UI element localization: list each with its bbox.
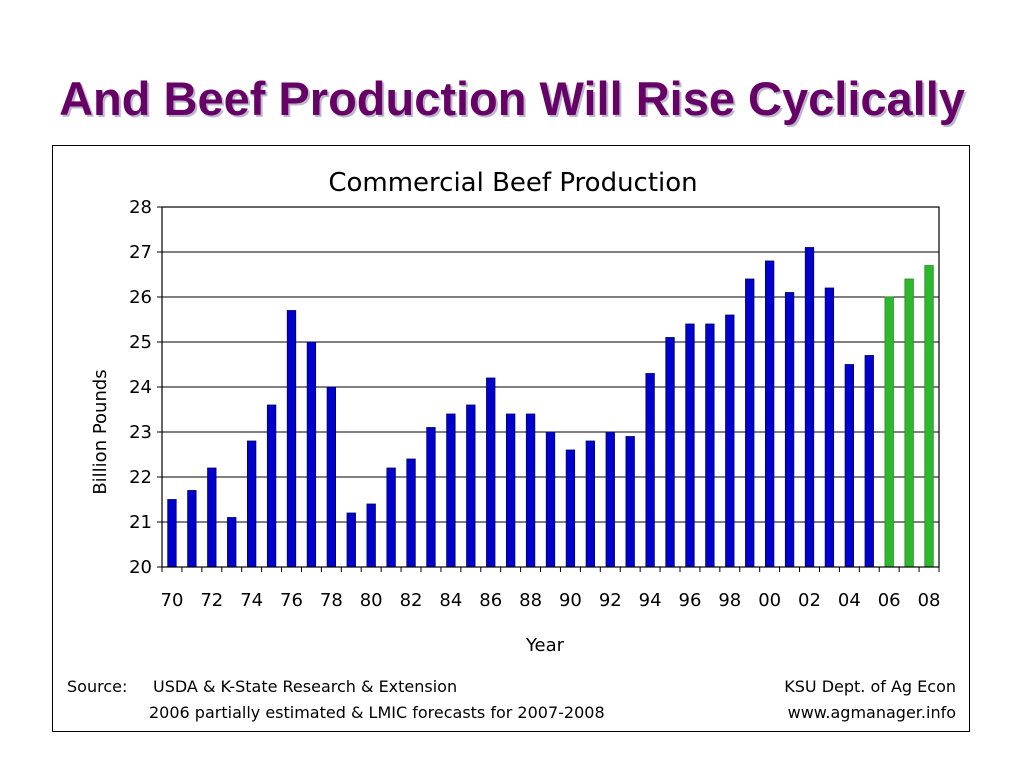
bar-89 (545, 431, 556, 568)
y-tick-label: 20 (129, 557, 152, 578)
y-axis-title: Billion Pounds (90, 369, 111, 494)
bar-82 (406, 458, 416, 568)
y-tick-label: 24 (129, 377, 152, 398)
bar-07 (904, 278, 914, 568)
bar-91 (585, 440, 595, 568)
bar-95 (665, 337, 675, 568)
bar-84 (446, 413, 456, 568)
x-tick-label: 90 (559, 590, 582, 611)
y-axis-ticks: 20 21 22 23 24 25 26 27 28 (129, 197, 162, 578)
bar-99 (745, 278, 755, 568)
y-tick-label: 23 (129, 422, 152, 443)
x-tick-label: 70 (161, 590, 184, 611)
x-tick-label: 02 (798, 590, 821, 611)
bar-01 (784, 292, 795, 568)
y-tick-label: 25 (129, 332, 152, 353)
chart-title: Commercial Beef Production (328, 168, 697, 198)
x-tick-label: 96 (679, 590, 702, 611)
x-tick-label: 88 (519, 590, 542, 611)
x-tick-label: 82 (400, 590, 423, 611)
bar-81 (386, 467, 396, 568)
bar-80 (366, 503, 376, 568)
source-line-1: USDA & K-State Research & Extension (153, 677, 457, 696)
x-tick-label: 94 (639, 590, 662, 611)
bar-85 (466, 404, 476, 568)
chart-frame: Commercial Beef Production 20 21 22 23 24 25 2… (52, 145, 970, 732)
bars (167, 247, 934, 568)
x-tick-label: 84 (439, 590, 462, 611)
bar-03 (824, 287, 835, 568)
bar-06 (884, 296, 894, 568)
beef-production-chart: Commercial Beef Production 2021222324252… (67, 168, 956, 722)
y-tick-label: 26 (129, 287, 152, 308)
credit-line-2: www.agmanager.info (788, 703, 956, 722)
bar-04 (844, 364, 854, 568)
x-tick-label: 86 (479, 590, 502, 611)
bar-90 (565, 449, 576, 568)
bar-92 (605, 431, 615, 568)
bar-71 (187, 490, 197, 568)
x-tick-label: 80 (360, 590, 383, 611)
bar-00 (765, 260, 775, 568)
bar-02 (804, 247, 815, 568)
bar-78 (326, 386, 337, 568)
y-tick-label: 22 (129, 467, 152, 488)
x-tick-label: 08 (918, 590, 941, 611)
y-tick-label: 28 (129, 197, 152, 218)
x-tick-label: 76 (280, 590, 303, 611)
bar-73 (227, 517, 237, 568)
x-tick-label: 74 (240, 590, 263, 611)
y-tick-label: 27 (129, 242, 152, 263)
x-tick-label: 92 (599, 590, 622, 611)
bar-74 (246, 440, 257, 568)
bar-93 (625, 436, 635, 568)
bar-76 (286, 310, 297, 568)
x-tick-label: 00 (758, 590, 781, 611)
bar-75 (266, 404, 277, 568)
x-axis-title: Year (525, 635, 565, 656)
x-tick-label: 06 (878, 590, 901, 611)
x-tick-label: 04 (838, 590, 861, 611)
x-axis-ticks: 70 72 74 76 78 80 82 84 86 88 90 92 94 96 98 00 02 04 06 08 (161, 567, 941, 611)
y-tick-label: 21 (129, 512, 152, 533)
slide-title: And Beef Production Will Rise Cyclically (59, 72, 965, 125)
bar-70 (167, 499, 177, 568)
bar-87 (505, 413, 516, 568)
credit-line-1: KSU Dept. of Ag Econ (784, 677, 956, 696)
x-tick-label: 98 (718, 590, 741, 611)
bar-94 (645, 373, 655, 568)
bar-88 (525, 413, 536, 568)
x-tick-label: 78 (320, 590, 343, 611)
bar-05 (864, 355, 874, 568)
bar-79 (346, 512, 356, 568)
bar-08 (924, 265, 934, 568)
bar-83 (426, 427, 436, 568)
bar-96 (685, 323, 695, 568)
source-label: Source: (67, 677, 127, 696)
x-tick-label: 72 (200, 590, 223, 611)
bar-98 (725, 314, 735, 568)
source-line-2: 2006 partially estimated & LMIC forecast… (149, 703, 605, 722)
bar-86 (486, 377, 496, 568)
bar-72 (207, 467, 217, 568)
bar-77 (306, 341, 317, 568)
bar-97 (705, 323, 715, 568)
